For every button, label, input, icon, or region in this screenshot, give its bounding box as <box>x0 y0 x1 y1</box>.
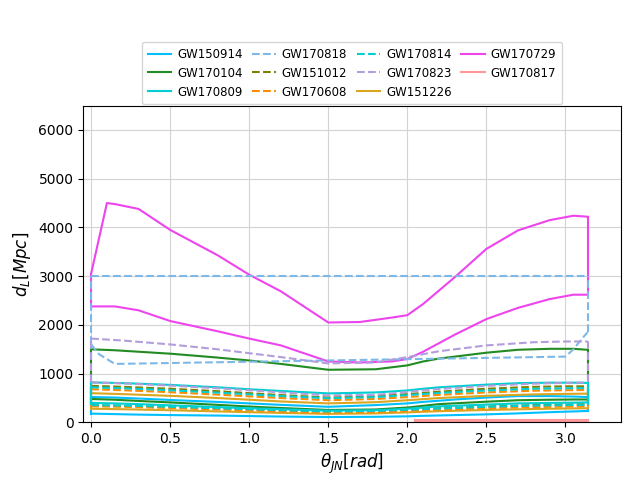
Legend: GW150914, GW170104, GW170809, GW170818, GW151012, GW170608, GW170814, GW170823, : GW150914, GW170104, GW170809, GW170818, … <box>142 42 562 105</box>
Y-axis label: $d_L[Mpc]$: $d_L[Mpc]$ <box>11 231 33 297</box>
X-axis label: $\theta_{JN}[rad]$: $\theta_{JN}[rad]$ <box>320 452 384 476</box>
